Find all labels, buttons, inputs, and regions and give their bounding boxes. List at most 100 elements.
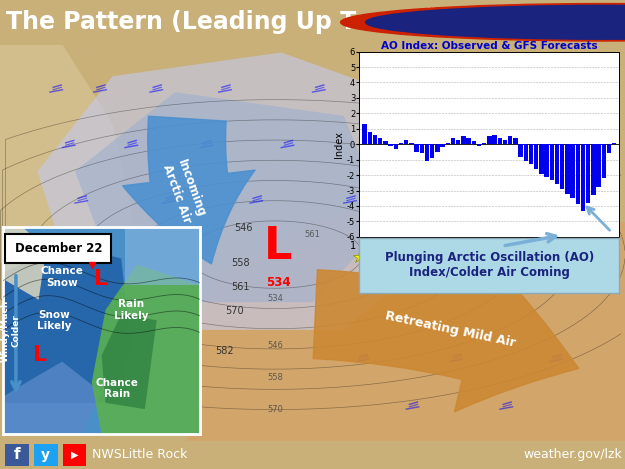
Text: ▶: ▶	[71, 450, 78, 460]
Title: AO Index: Observed & GFS Forecasts: AO Index: Observed & GFS Forecasts	[381, 41, 598, 51]
Text: 561: 561	[231, 282, 250, 292]
Text: Chance
Rain: Chance Rain	[96, 378, 139, 399]
Bar	[362, 124, 367, 144]
Bar	[409, 143, 414, 144]
FancyBboxPatch shape	[5, 234, 111, 263]
Bar	[508, 136, 512, 144]
Bar	[461, 136, 466, 144]
Bar	[612, 143, 616, 144]
Bar	[513, 138, 518, 144]
Bar	[372, 135, 377, 144]
Text: Little Rock, AR: Little Rock, AR	[428, 27, 531, 40]
Text: L: L	[264, 225, 292, 268]
Bar	[430, 144, 434, 158]
Text: 561: 561	[304, 230, 321, 239]
Polygon shape	[75, 92, 388, 302]
Bar	[602, 144, 606, 178]
Bar	[441, 144, 445, 147]
Text: 534: 534	[267, 294, 283, 303]
Polygon shape	[0, 45, 138, 322]
Bar	[555, 144, 559, 184]
Bar	[596, 144, 601, 188]
Bar	[62, 444, 86, 466]
Bar	[571, 144, 575, 198]
Polygon shape	[3, 244, 131, 403]
Text: f: f	[14, 447, 20, 462]
Text: 558: 558	[231, 258, 250, 268]
Bar	[503, 140, 507, 144]
Text: NWSLittle Rock: NWSLittle Rock	[92, 448, 188, 461]
Bar	[34, 444, 58, 466]
Text: 582: 582	[216, 346, 234, 356]
Text: 534: 534	[266, 276, 291, 289]
Bar	[383, 141, 388, 144]
Polygon shape	[38, 53, 450, 330]
Text: 546: 546	[267, 341, 283, 350]
Text: Little Rock: Little Rock	[372, 251, 435, 262]
Bar	[586, 144, 591, 203]
Bar	[435, 144, 439, 152]
Bar	[524, 144, 528, 161]
Text: December 22: December 22	[14, 242, 102, 255]
Bar	[576, 144, 580, 204]
Bar	[581, 144, 585, 211]
Text: Chance
Snow: Chance Snow	[41, 266, 84, 288]
Bar	[425, 144, 429, 161]
Polygon shape	[3, 227, 46, 300]
Bar	[477, 144, 481, 146]
Bar	[451, 138, 455, 144]
Bar	[472, 141, 476, 144]
Bar	[368, 132, 372, 144]
Bar	[529, 144, 533, 164]
Bar	[560, 144, 564, 189]
Bar	[487, 136, 492, 144]
Polygon shape	[3, 362, 101, 434]
Text: Retreating Mild Air: Retreating Mild Air	[384, 310, 516, 350]
Bar	[394, 144, 398, 149]
Text: y: y	[41, 448, 50, 462]
Bar	[5, 444, 29, 466]
Bar	[419, 144, 424, 153]
Polygon shape	[92, 265, 200, 434]
Text: L: L	[94, 269, 109, 289]
Text: 570: 570	[267, 405, 283, 414]
Bar	[607, 144, 611, 153]
Text: Rain
Likely: Rain Likely	[114, 299, 148, 321]
Bar	[456, 140, 461, 144]
Bar	[492, 135, 497, 144]
Bar	[446, 143, 450, 144]
Text: 570: 570	[225, 306, 244, 316]
Text: Windy/Much
Colder: Windy/Much Colder	[1, 300, 20, 362]
Bar	[404, 140, 408, 144]
Polygon shape	[125, 227, 200, 285]
Bar	[498, 138, 502, 144]
Text: L: L	[34, 345, 48, 365]
Text: weather.gov/lzk: weather.gov/lzk	[523, 448, 622, 461]
Text: Weather Forecast Office: Weather Forecast Office	[428, 8, 562, 17]
Bar	[414, 144, 419, 152]
Text: Incoming
Arctic Air: Incoming Arctic Air	[161, 158, 208, 225]
Text: Snow
Likely: Snow Likely	[37, 310, 71, 331]
Bar	[565, 144, 569, 194]
Bar	[549, 144, 554, 180]
Bar	[544, 144, 549, 177]
Polygon shape	[101, 314, 157, 409]
Text: 558: 558	[267, 373, 283, 382]
Bar	[539, 144, 544, 174]
Polygon shape	[188, 183, 625, 441]
Text: Plunging Arctic Oscillation (AO)
Index/Colder Air Coming: Plunging Arctic Oscillation (AO) Index/C…	[385, 251, 594, 280]
Bar	[591, 144, 596, 195]
Y-axis label: Index: Index	[334, 131, 344, 158]
FancyArrowPatch shape	[313, 260, 579, 412]
Bar	[534, 144, 538, 169]
Bar	[378, 138, 382, 144]
Bar	[518, 144, 522, 157]
Text: 546: 546	[234, 223, 253, 233]
FancyArrowPatch shape	[122, 116, 255, 264]
Text: The Pattern (Leading Up To Christmas): The Pattern (Leading Up To Christmas)	[6, 10, 522, 34]
Bar	[466, 138, 471, 144]
Circle shape	[341, 4, 625, 41]
Bar	[399, 143, 403, 144]
Bar	[388, 144, 392, 146]
Circle shape	[366, 5, 625, 39]
